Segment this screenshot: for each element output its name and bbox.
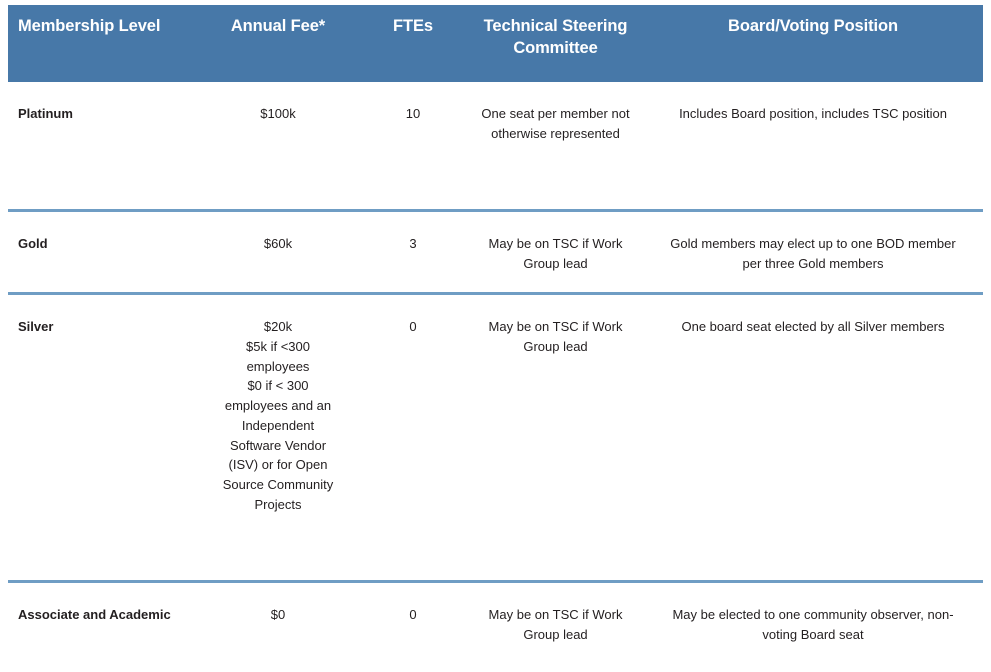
column-header-annual-fee: Annual Fee* xyxy=(198,5,358,82)
column-header-board-voting-position-label: Board/Voting Position xyxy=(728,17,898,35)
membership-levels-table: Membership Level Annual Fee* FTEs Techni… xyxy=(8,5,983,668)
cell-annual-fee-text: $0 xyxy=(270,607,286,622)
column-header-technical-steering-committee: Technical Steering Committee xyxy=(468,5,643,82)
cell-technical-steering-committee-text: May be on TSC if Work Group lead xyxy=(488,607,623,642)
cell-membership-level: Associate and Academic xyxy=(8,580,198,668)
column-header-annual-fee-label: Annual Fee* xyxy=(230,17,326,35)
cell-technical-steering-committee: May be on TSC if Work Group lead xyxy=(468,209,643,294)
table-row: Silver $20k $5k if <300 employees $0 if … xyxy=(8,292,983,582)
header-row: Membership Level Annual Fee* FTEs Techni… xyxy=(8,5,983,82)
column-header-board-voting-position: Board/Voting Position xyxy=(643,5,983,82)
table-row: Associate and Academic $0 0 May be on TS… xyxy=(8,580,983,668)
cell-ftes: 10 xyxy=(358,82,468,211)
cell-annual-fee-text: $60k xyxy=(263,236,293,251)
cell-ftes: 0 xyxy=(358,292,468,582)
column-header-membership-level: Membership Level xyxy=(8,5,198,82)
cell-annual-fee: $20k $5k if <300 employees $0 if < 300 e… xyxy=(198,292,358,582)
column-header-ftes: FTEs xyxy=(358,5,468,82)
column-header-membership-level-label: Membership Level xyxy=(18,17,161,35)
cell-board-voting-position-text: Includes Board position, includes TSC po… xyxy=(679,106,947,121)
cell-ftes-text: 0 xyxy=(409,319,417,334)
cell-ftes-text: 3 xyxy=(409,236,417,251)
cell-ftes: 0 xyxy=(358,580,468,668)
cell-board-voting-position-text: May be elected to one community observer… xyxy=(672,607,954,642)
cell-membership-level-text: Platinum xyxy=(18,106,73,121)
cell-board-voting-position: Gold members may elect up to one BOD mem… xyxy=(643,209,983,294)
cell-technical-steering-committee-text: May be on TSC if Work Group lead xyxy=(488,236,623,271)
cell-membership-level-text: Associate and Academic xyxy=(18,607,171,622)
cell-technical-steering-committee-text: May be on TSC if Work Group lead xyxy=(488,319,623,354)
table-body: Platinum $100k 10 One seat per member no… xyxy=(8,82,983,668)
table-row: Gold $60k 3 May be on TSC if Work Group … xyxy=(8,209,983,294)
table-header: Membership Level Annual Fee* FTEs Techni… xyxy=(8,5,983,82)
cell-annual-fee-text: $100k xyxy=(260,106,296,121)
cell-annual-fee-line: $20k xyxy=(263,319,293,334)
cell-technical-steering-committee: May be on TSC if Work Group lead xyxy=(468,292,643,582)
cell-technical-steering-committee-text: One seat per member not otherwise repres… xyxy=(481,106,630,141)
cell-annual-fee-line: $5k if <300 employees xyxy=(246,338,310,374)
cell-board-voting-position: One board seat elected by all Silver mem… xyxy=(643,292,983,582)
cell-ftes-text: 10 xyxy=(405,106,421,121)
cell-membership-level: Platinum xyxy=(8,82,198,211)
cell-annual-fee: $0 xyxy=(198,580,358,668)
cell-technical-steering-committee: One seat per member not otherwise repres… xyxy=(468,82,643,211)
cell-membership-level-text: Silver xyxy=(18,319,54,334)
cell-annual-fee: $100k xyxy=(198,82,358,211)
cell-board-voting-position-text: One board seat elected by all Silver mem… xyxy=(681,319,945,334)
membership-table-container: Membership Level Annual Fee* FTEs Techni… xyxy=(8,5,983,668)
cell-ftes: 3 xyxy=(358,209,468,294)
column-header-ftes-label: FTEs xyxy=(393,17,433,35)
cell-annual-fee: $60k xyxy=(198,209,358,294)
cell-membership-level-text: Gold xyxy=(18,236,48,251)
cell-board-voting-position: May be elected to one community observer… xyxy=(643,580,983,668)
column-header-technical-steering-committee-label: Technical Steering Committee xyxy=(483,17,628,57)
cell-annual-fee-line: $0 if < 300 employees and an Independent… xyxy=(222,378,334,512)
cell-annual-fee-lines: $20k $5k if <300 employees $0 if < 300 e… xyxy=(198,295,358,580)
cell-membership-level: Silver xyxy=(8,292,198,582)
cell-board-voting-position-text: Gold members may elect up to one BOD mem… xyxy=(670,236,956,271)
cell-board-voting-position: Includes Board position, includes TSC po… xyxy=(643,82,983,211)
table-row: Platinum $100k 10 One seat per member no… xyxy=(8,82,983,211)
cell-technical-steering-committee: May be on TSC if Work Group lead xyxy=(468,580,643,668)
cell-ftes-text: 0 xyxy=(409,607,417,622)
cell-membership-level: Gold xyxy=(8,209,198,294)
